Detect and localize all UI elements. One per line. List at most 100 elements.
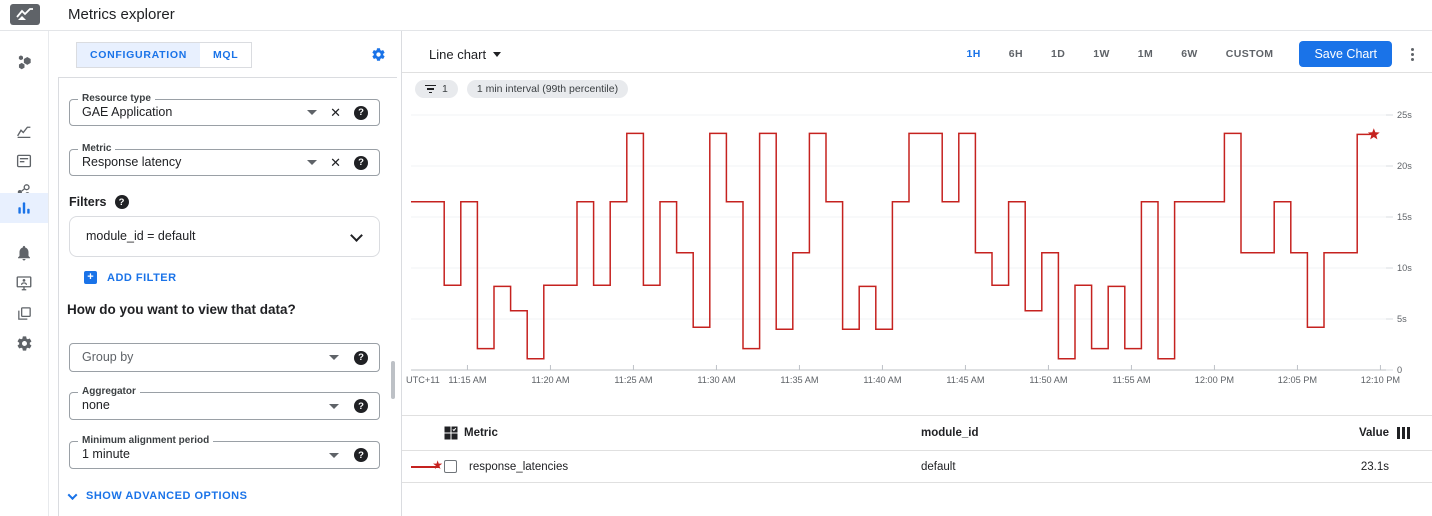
aggregator-label: Aggregator (78, 386, 140, 397)
time-range-button-6h[interactable]: 6H (1008, 48, 1023, 60)
chart-type-label: Line chart (429, 46, 487, 62)
config-card-border (58, 77, 397, 516)
sidebar-item-metrics-explorer[interactable] (0, 193, 48, 223)
alerting-icon (18, 245, 30, 261)
metric-field[interactable]: Metric Response latency ✕ ? (69, 143, 380, 176)
time-range-button-1h[interactable]: 1H (966, 48, 981, 60)
legend-table-header: Metric module_id Value (402, 415, 1432, 451)
dropdown-caret-icon[interactable] (329, 355, 339, 360)
groups-icon (17, 306, 31, 320)
metrics-explorer-icon (18, 202, 30, 214)
filters-help-icon[interactable]: ? (114, 195, 129, 209)
group-by-field[interactable]: Group by ? (69, 343, 380, 372)
uptime-checks-icon (16, 276, 32, 291)
sidebar-item-alerting[interactable] (0, 238, 48, 268)
time-range-button-custom[interactable]: CUSTOM (1225, 48, 1274, 60)
more-options-kebab-icon[interactable] (1405, 46, 1419, 62)
help-icon[interactable]: ? (354, 448, 368, 462)
svg-text:11:15 AM: 11:15 AM (448, 375, 486, 385)
min-alignment-label: Minimum alignment period (78, 435, 214, 446)
filter-expression: module_id = default (86, 229, 196, 243)
add-box-icon: + (84, 271, 97, 284)
dropdown-caret-icon[interactable] (307, 160, 318, 165)
aggregator-field[interactable]: Aggregator none ? (69, 386, 380, 420)
dropdown-caret-icon[interactable] (329, 403, 339, 409)
aggregator-value: none (82, 398, 110, 412)
table-chart-icon (444, 426, 458, 440)
settings-gear-icon (17, 335, 31, 351)
show-advanced-options-button[interactable]: SHOW ADVANCED OPTIONS (67, 489, 248, 502)
svg-text:15s: 15s (1397, 212, 1412, 222)
tab-mql[interactable]: MQL (212, 49, 239, 61)
filters-heading: Filters (69, 195, 107, 209)
sidebar-item-metrics[interactable] (0, 116, 48, 146)
group-by-placeholder: Group by (82, 350, 134, 364)
tab-configuration[interactable]: CONFIGURATION (77, 43, 200, 67)
min-alignment-value: 1 minute (82, 447, 130, 461)
config-scrollbar[interactable] (391, 361, 395, 399)
metrics-icon (17, 126, 31, 139)
help-icon[interactable]: ? (354, 350, 368, 365)
filter-count: 1 (442, 83, 448, 95)
resource-type-label: Resource type (78, 93, 155, 104)
svg-text:12:10 PM: 12:10 PM (1361, 375, 1400, 385)
time-range-button-1d[interactable]: 1D (1051, 48, 1066, 60)
legend-table-row[interactable]: ★ response_latencies default 23.1s (402, 451, 1432, 483)
chevron-down-icon[interactable] (350, 229, 363, 242)
svg-text:11:40 AM: 11:40 AM (863, 375, 901, 385)
latency-line-chart[interactable]: 0 5s 10s 15s 20s 25s UTC+11 11:15 AM 11:20 AM 11:… (402, 95, 1432, 391)
interval-chip[interactable]: 1 min interval (99th percentile) (466, 80, 629, 98)
dashboards-icon (16, 154, 32, 168)
time-range-button-1m[interactable]: 1M (1137, 48, 1154, 60)
column-header-module-id[interactable]: module_id (921, 427, 979, 439)
time-range-button-6w[interactable]: 6W (1181, 48, 1198, 60)
sidebar-item-overview[interactable] (0, 47, 48, 77)
svg-text:11:35 AM: 11:35 AM (780, 375, 818, 385)
chart-toolbar: Line chart 1H 6H 1D 1W 1M 6W CUSTOM Save Chart (402, 36, 1432, 73)
filter-count-chip[interactable]: 1 (415, 80, 458, 98)
sidebar-item-dashboards[interactable] (0, 146, 48, 176)
add-filter-button[interactable]: + ADD FILTER (84, 271, 177, 284)
series-value: 23.1s (1360, 461, 1389, 473)
sidebar-item-groups[interactable] (0, 298, 48, 328)
chart-settings-gear-icon[interactable] (371, 47, 386, 62)
sidebar-item-settings[interactable] (0, 328, 48, 358)
help-icon[interactable]: ? (354, 105, 368, 120)
configuration-panel: CONFIGURATION MQL Resource type GAE Appl… (49, 31, 401, 516)
time-range-button-1w[interactable]: 1W (1093, 48, 1110, 60)
chart-type-dropdown[interactable]: Line chart (429, 46, 502, 62)
dropdown-caret-icon (493, 51, 502, 57)
view-data-heading: How do you want to view that data? (67, 302, 296, 317)
resource-type-value: GAE Application (82, 105, 173, 119)
svg-text:11:30 AM: 11:30 AM (697, 375, 735, 385)
page-title: Metrics explorer (68, 6, 175, 23)
interval-chip-label: 1 min interval (99th percentile) (476, 83, 619, 95)
svg-text:5s: 5s (1397, 314, 1407, 324)
svg-text:12:00 PM: 12:00 PM (1195, 375, 1234, 385)
top-bar: Metrics explorer (0, 0, 1432, 31)
metric-value: Response latency (82, 155, 182, 169)
svg-text:0: 0 (1397, 365, 1402, 375)
series-checkbox[interactable] (444, 460, 457, 473)
save-chart-button[interactable]: Save Chart (1299, 41, 1392, 67)
monitoring-logo-icon[interactable] (10, 4, 40, 25)
svg-text:11:20 AM: 11:20 AM (531, 375, 569, 385)
column-header-metric[interactable]: Metric (464, 427, 498, 439)
dropdown-caret-icon[interactable] (329, 452, 339, 458)
metric-label: Metric (78, 143, 116, 154)
filter-chip[interactable]: module_id = default (69, 216, 380, 257)
show-advanced-label: SHOW ADVANCED OPTIONS (86, 490, 248, 502)
column-header-value[interactable]: Value (1358, 427, 1389, 439)
resource-type-field[interactable]: Resource type GAE Application ✕ ? (69, 93, 380, 126)
help-icon[interactable]: ? (354, 399, 368, 413)
clear-icon[interactable]: ✕ (330, 155, 341, 170)
dropdown-caret-icon[interactable] (307, 110, 318, 115)
sidebar-item-uptime-checks[interactable] (0, 268, 48, 298)
config-tab-bar: CONFIGURATION MQL (76, 42, 253, 68)
min-alignment-field[interactable]: Minimum alignment period 1 minute ? (69, 435, 380, 469)
help-icon[interactable]: ? (354, 155, 368, 170)
chevron-down-icon (67, 489, 78, 500)
clear-icon[interactable]: ✕ (330, 105, 341, 120)
column-display-icon[interactable] (1397, 427, 1410, 439)
series-module-id: default (921, 461, 956, 473)
